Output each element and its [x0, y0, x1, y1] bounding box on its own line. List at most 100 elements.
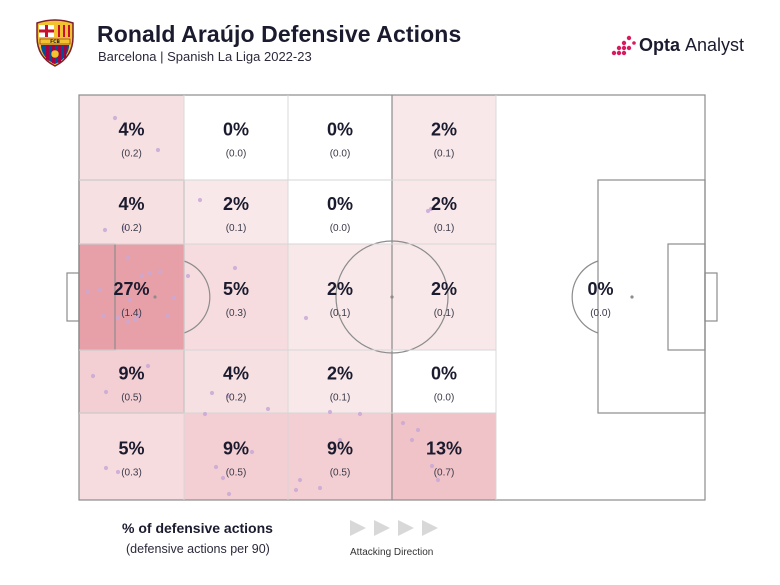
cell-per90-label: (0.7)	[434, 468, 455, 479]
heatmap-cell-left-r5-c1	[79, 413, 184, 500]
heatmap-cell-left-r4-c2	[184, 350, 288, 413]
crest-text: FCB	[50, 39, 60, 45]
action-dot	[400, 420, 406, 426]
heatmap-cells	[79, 95, 496, 500]
action-dot	[165, 313, 171, 319]
heatmap-cell-left-r2-c1	[79, 180, 184, 244]
cell-per90-label: (0.1)	[330, 308, 351, 319]
cell-pct-label: 9%	[327, 439, 353, 459]
cell-per90-label: (0.1)	[434, 223, 455, 234]
heatmap-cell-left-r2-c2	[184, 180, 288, 244]
cell-labels: 4% (0.2) 0% (0.0) 0% (0.0) 2% (0.1) 4% (0.2) 2% (0.…	[113, 120, 613, 479]
action-dot	[428, 206, 434, 212]
page-title: Ronald Araújo Defensive Actions	[97, 21, 462, 47]
legend-title: % of defensive actions	[122, 520, 273, 536]
action-dot	[249, 449, 255, 455]
action-dot	[132, 317, 138, 323]
right-six-yard-box	[667, 243, 706, 351]
cell-per90-label: (0.5)	[330, 468, 351, 479]
action-dot	[100, 313, 106, 319]
action-dot	[202, 411, 208, 417]
pitch-spots	[153, 295, 634, 299]
action-dot	[357, 411, 363, 417]
page-subtitle: Barcelona | Spanish La Liga 2022-23	[98, 49, 312, 64]
cell-pct-label: 0%	[223, 120, 249, 140]
heatmap-cell-left-r5-c4	[392, 413, 496, 500]
right-penalty-spot	[630, 295, 634, 299]
heatmap-cell-left-r1-c1	[79, 95, 184, 180]
heatmap-cell-left-r3-c2	[184, 244, 288, 350]
attacking-direction-label: Attacking Direction	[350, 547, 434, 558]
action-dot	[429, 463, 435, 469]
cell-pct-label: 4%	[118, 194, 144, 214]
barcelona-crest-icon: FCB	[36, 19, 74, 67]
right-penalty-arc	[571, 260, 599, 334]
cell-pct-label: 27%	[113, 279, 149, 299]
cell-per90-label: (0.2)	[121, 223, 142, 234]
opta-mark-icon	[611, 35, 636, 56]
cell-per90-label: (0.2)	[226, 393, 247, 404]
action-dot	[220, 475, 226, 481]
cell-per90-label: (0.1)	[434, 149, 455, 160]
action-dot	[197, 197, 203, 203]
cell-pct-label: 0%	[327, 120, 353, 140]
action-dot	[115, 469, 121, 475]
action-dot	[213, 464, 219, 470]
action-dot	[225, 393, 231, 399]
action-dot	[103, 465, 109, 471]
cell-pct-label: 5%	[223, 279, 249, 299]
action-dot	[435, 477, 441, 483]
cell-pct-label: 2%	[431, 194, 457, 214]
action-dot	[293, 487, 299, 493]
heatmap-cell-left-r1-c4	[392, 95, 496, 180]
cell-per90-label: (0.1)	[434, 308, 455, 319]
centre-circle	[335, 240, 449, 354]
action-dot	[103, 389, 109, 395]
action-dot	[127, 297, 133, 303]
heatmap-cell-left-r3-c1	[79, 244, 184, 350]
cell-pct-label: 5%	[118, 439, 144, 459]
cell-per90-label: (0.0)	[226, 149, 247, 160]
heatmap-cell-left-r4-c1	[79, 350, 184, 413]
cell-per90-label: (0.0)	[330, 149, 351, 160]
action-dot	[115, 315, 121, 321]
action-dot	[425, 208, 431, 214]
right-goal	[704, 272, 718, 322]
action-dot	[147, 270, 153, 276]
cell-pct-label: 2%	[327, 279, 353, 299]
heatmap-cell-left-r3-c3	[288, 244, 392, 350]
action-dot	[157, 269, 163, 275]
grid-lines	[79, 95, 497, 500]
action-dot	[85, 289, 91, 295]
heatmap-cell-left-r5-c3	[288, 413, 392, 500]
cell-per90-label: (0.5)	[226, 468, 247, 479]
left-goal	[66, 272, 80, 322]
cell-pct-label: 0%	[587, 279, 613, 299]
cell-per90-label: (0.0)	[590, 308, 611, 319]
heatmap-cell-left-r4-c3	[288, 350, 392, 413]
action-dot	[303, 315, 309, 321]
action-dot	[90, 373, 96, 379]
action-dot	[125, 319, 131, 325]
cell-per90-label: (0.1)	[330, 393, 351, 404]
heatmap-cell-left-r3-c4	[392, 244, 496, 350]
action-dots	[85, 115, 441, 497]
action-dot	[265, 406, 271, 412]
action-dot	[337, 437, 343, 443]
action-dot	[209, 390, 215, 396]
action-dot	[121, 225, 127, 231]
cell-per90-label: (0.0)	[434, 393, 455, 404]
action-dot	[185, 273, 191, 279]
cell-per90-label: (0.2)	[121, 149, 142, 160]
action-dot	[155, 147, 161, 153]
cell-pct-label: 0%	[327, 194, 353, 214]
cell-per90-label: (0.0)	[330, 223, 351, 234]
cell-pct-label: 9%	[118, 364, 144, 384]
cell-pct-label: 0%	[431, 364, 457, 384]
cell-pct-label: 2%	[431, 279, 457, 299]
header: FCB Ronald Araújo Defensive Actions Barc…	[0, 0, 780, 80]
action-dot	[415, 427, 421, 433]
cell-pct-label: 2%	[223, 194, 249, 214]
cell-pct-label: 9%	[223, 439, 249, 459]
action-dot	[112, 115, 118, 121]
